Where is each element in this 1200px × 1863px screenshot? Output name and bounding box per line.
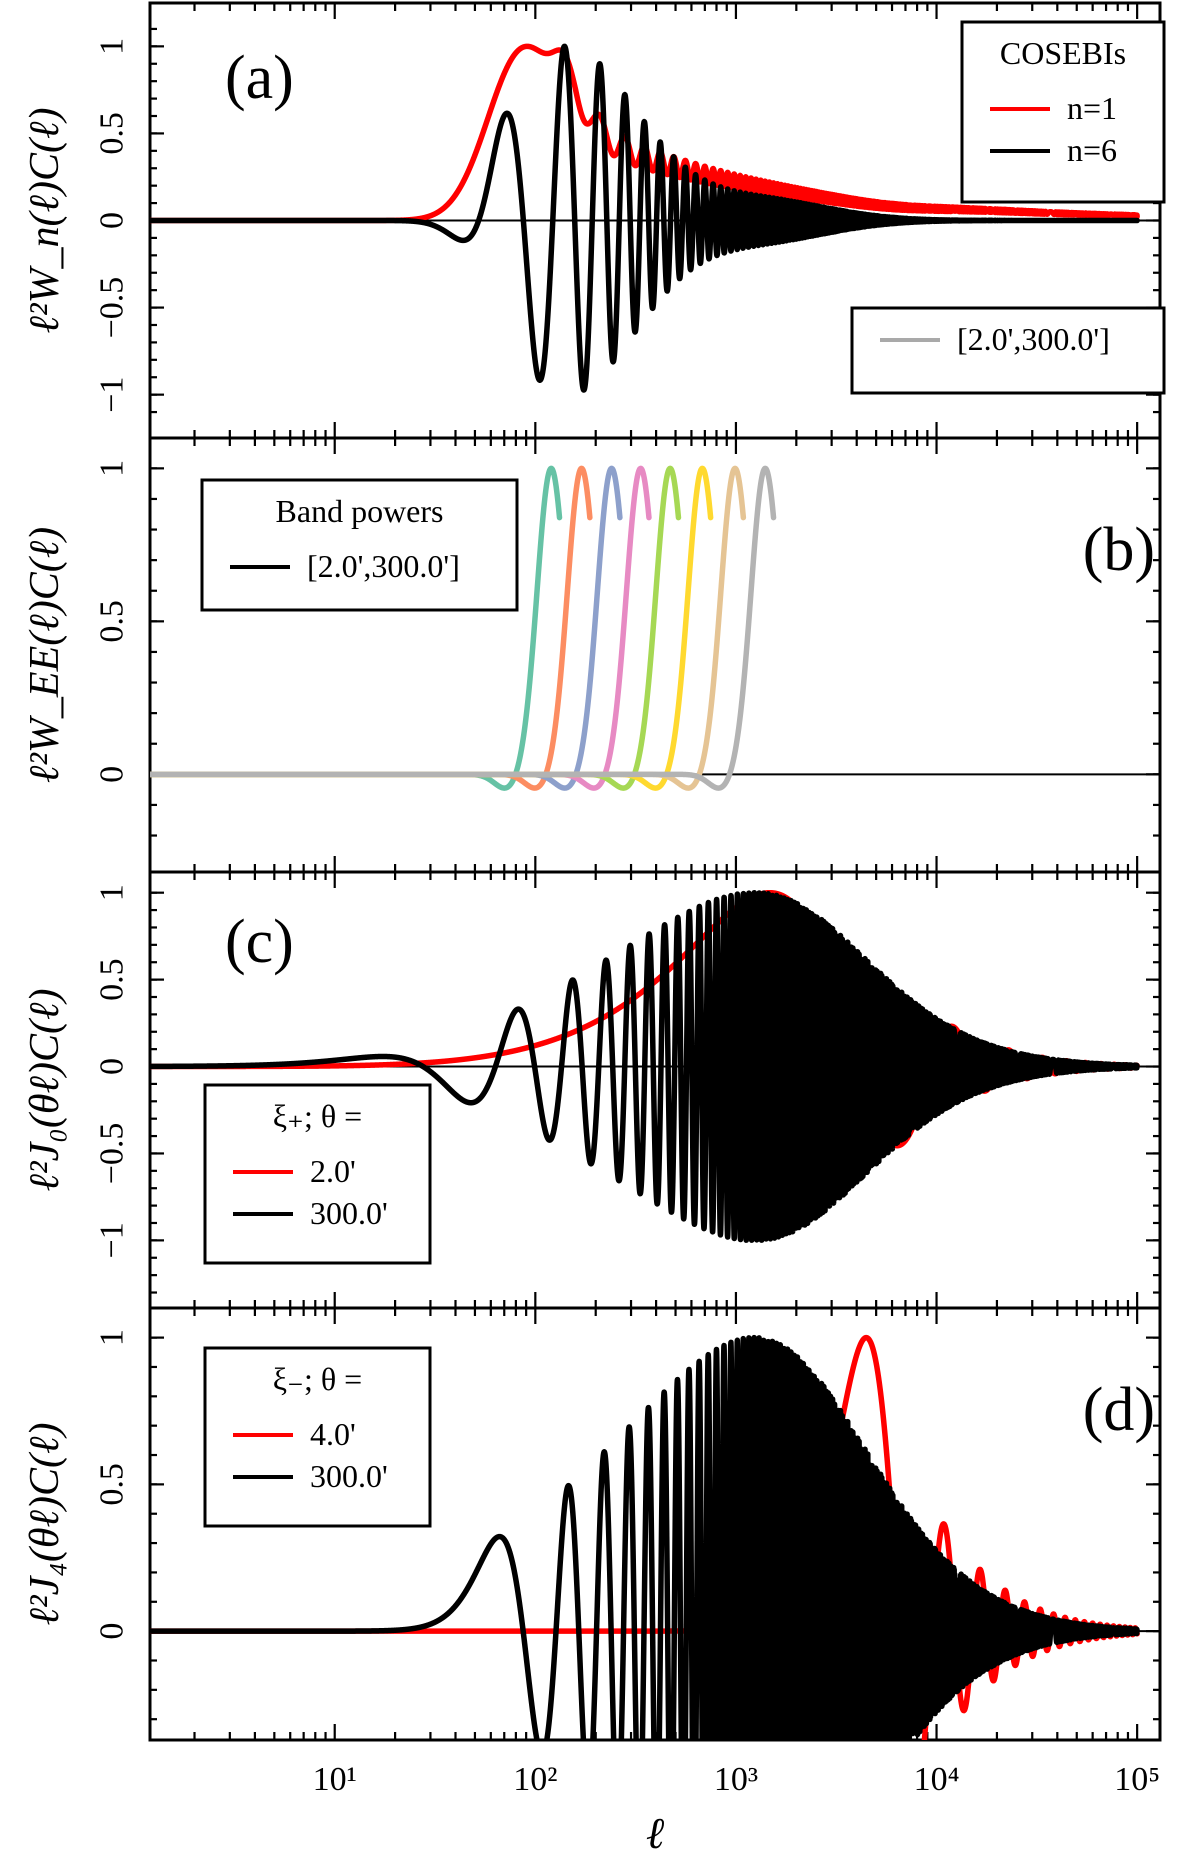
- legend-entry-label: 300.0': [310, 1458, 388, 1494]
- y-axis-label: ℓ²W_n(ℓ)C(ℓ): [22, 107, 68, 333]
- y-tick-label: −1: [94, 377, 131, 413]
- x-tick-label: 10⁵: [1114, 1761, 1160, 1798]
- x-tick-label: 10⁴: [914, 1761, 960, 1798]
- legend-entry-label: 2.0': [310, 1153, 356, 1189]
- y-axis-label: ℓ²J₀(θℓ)C(ℓ): [22, 989, 68, 1192]
- legend-entry-label: [2.0',300.0']: [307, 548, 460, 584]
- legend-box: [960, 20, 1166, 204]
- y-tick-label: 0: [94, 212, 131, 229]
- panel-a: 1 0.5 0 −0.5 −1 ℓ²W_n(ℓ)C(ℓ) (a) COSEBIs n=1 n=6 […: [22, 1, 1166, 440]
- curves: [150, 43, 1140, 393]
- panel-label: (c): [225, 908, 294, 976]
- legend-entry-label: n=1: [1067, 90, 1117, 126]
- y-tick-label: −0.5: [94, 277, 131, 339]
- panel-d: 1 0.5 0 ℓ²J₄(θℓ)C(ℓ) (d) ξ₋; θ = 4.0' 300.0': [22, 1306, 1162, 1742]
- y-tick-label: 0.5: [94, 112, 131, 155]
- curves: [150, 465, 777, 791]
- y-tick-label: 0: [94, 766, 131, 783]
- series-line-n-6: [150, 43, 1140, 393]
- y-tick-label: 0.5: [94, 1463, 131, 1506]
- legend-secondary: [2.0',300.0']: [850, 306, 1166, 395]
- legend-entry-label: [2.0',300.0']: [957, 321, 1110, 357]
- legend: COSEBIs n=1 n=6: [960, 20, 1166, 204]
- panel-label: (a): [225, 44, 294, 112]
- legend-box: [200, 478, 519, 612]
- legend-entry-label: 4.0': [310, 1416, 356, 1452]
- legend-title: ξ₊; θ =: [273, 1098, 362, 1134]
- y-tick-label: −0.5: [94, 1123, 131, 1185]
- y-tick-label: 0.5: [94, 958, 131, 1001]
- legend-title: COSEBIs: [1000, 35, 1126, 71]
- series-line-300-0-: [150, 889, 1140, 1243]
- x-tick-label: 10³: [714, 1761, 758, 1798]
- legend-title: ξ₋; θ =: [273, 1361, 362, 1397]
- y-axis-label: ℓ²J₄(θℓ)C(ℓ): [22, 1423, 68, 1626]
- x-axis-label: ℓ: [646, 1809, 665, 1858]
- y-tick-label: 0: [94, 1623, 131, 1640]
- legend-box: [850, 306, 1166, 395]
- y-tick-label: −1: [94, 1222, 131, 1258]
- y-tick-label: 1: [94, 884, 131, 901]
- panel-c: 1 0.5 0 −0.5 −1 ℓ²J₀(θℓ)C(ℓ) (c) ξ₊; θ = 2.0' 300…: [22, 870, 1162, 1310]
- legend-entry-label: 300.0': [310, 1195, 388, 1231]
- series-line-300-0-: [150, 1334, 1140, 1740]
- legend: ξ₋; θ = 4.0' 300.0': [203, 1346, 432, 1528]
- panel-b: 1 0.5 0 ℓ²W_EE(ℓ)C(ℓ) (b) Band powers [2.0',30…: [22, 436, 1162, 874]
- panel-label: (b): [1083, 516, 1155, 584]
- legend-entry-label: n=6: [1067, 132, 1117, 168]
- y-axis-label: ℓ²W_EE(ℓ)C(ℓ): [22, 527, 68, 783]
- y-tick-label: 0.5: [94, 600, 131, 643]
- y-tick-label: 1: [94, 38, 131, 55]
- y-tick-label: 1: [94, 460, 131, 477]
- series-line-band-8: [150, 465, 777, 791]
- x-tick-label: 10¹: [313, 1761, 357, 1798]
- legend-title: Band powers: [276, 493, 444, 529]
- panel-label: (d): [1083, 1376, 1155, 1444]
- legend: Band powers [2.0',300.0']: [200, 478, 519, 612]
- y-tick-label: 1: [94, 1329, 131, 1346]
- curves: [150, 889, 1140, 1243]
- x-tick-label: 10²: [513, 1761, 557, 1798]
- curves: [150, 1334, 1140, 1740]
- y-tick-label: 0: [94, 1058, 131, 1075]
- legend: ξ₊; θ = 2.0' 300.0': [203, 1083, 432, 1265]
